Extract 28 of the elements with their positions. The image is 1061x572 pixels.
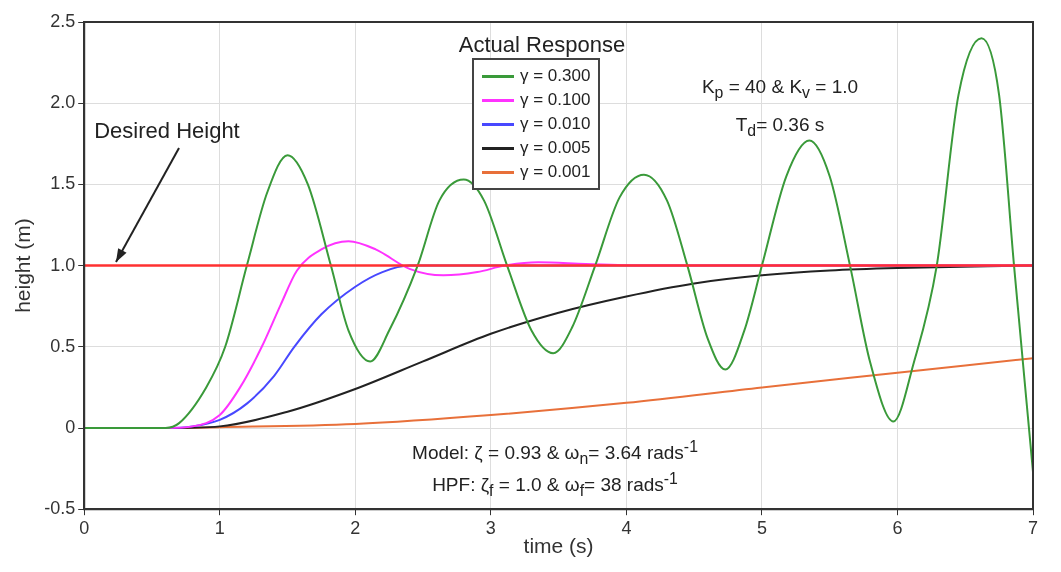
legend-label: γ = 0.100 [520,90,591,110]
y-tick-label: 0 [65,416,76,437]
annotation: HPF: ζ$_{f}$ = 1.0 & ω$_{f}$= 38 rads$^{-1}$ [431,470,679,501]
annotation: Model: ζ = 0.93 & ω$_{n}$= 3.64 rads$^{-1}$ [411,438,699,469]
x-axis-title: time (s) [523,534,594,558]
x-tick-label: 6 [892,517,903,538]
legend-label: γ = 0.001 [520,162,591,182]
y-tick-label: 0.5 [50,335,76,356]
annotation: K$_{p}$ = 40 & K$_{v}$ = 1.0 [700,76,860,102]
x-tick-label: 4 [621,517,632,538]
y-tick-label: 2.5 [50,10,76,31]
y-tick-label: 2.0 [50,92,76,113]
legend-label: γ = 0.010 [520,114,591,134]
x-tick-label: 0 [79,517,90,538]
y-tick-label: 1.5 [50,173,76,194]
annotation: T$_{d}$= 0.36 s [734,114,826,140]
ref-line-label: Desired Height [94,117,240,143]
x-tick-label: 1 [214,517,225,538]
x-tick-label: 5 [756,517,767,538]
legend-label: γ = 0.300 [520,66,591,86]
legend-title: Actual Response [457,32,627,58]
y-axis-title: height (m) [11,218,35,313]
y-tick-label: 1.0 [50,254,76,275]
x-tick-label: 2 [350,517,361,538]
y-tick-label: -0.5 [44,498,76,519]
legend-label: γ = 0.005 [520,138,591,158]
x-tick-label: 3 [485,517,496,538]
x-tick-label: 7 [1027,517,1039,538]
